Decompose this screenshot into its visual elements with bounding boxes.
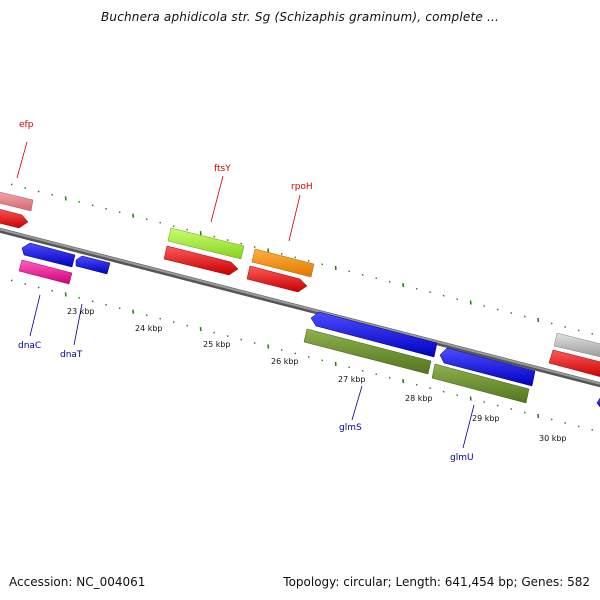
tick-label-29kbp: 29 kbp [472,414,500,423]
tick-label-26kbp: 26 kbp [271,357,299,366]
ftsY-leader [210,175,224,223]
tick-label-30kbp: 30 kbp [539,434,567,443]
gene-glmS[interactable] [303,328,432,375]
glmS-leader [351,385,363,421]
map-title: Buchnera aphidicola str. Sg (Schizaphis … [100,10,500,24]
gene-red-right[interactable] [548,349,600,378]
gene-label-dnaT[interactable]: dnaT [60,350,83,360]
dnaC-leader [29,294,41,337]
gene-glmU[interactable] [431,363,530,404]
genome-backbone-highlight [0,228,600,385]
gene-efp-pink[interactable] [0,191,34,212]
gene-label-ftsY[interactable]: ftsY [214,164,231,174]
gene-dnaT[interactable] [75,255,111,275]
efp-leader [16,141,28,179]
tick-label-25kbp: 25 kbp [203,340,231,349]
gene-dnaC[interactable] [21,242,76,268]
gene-gray-right[interactable] [553,332,600,358]
inner-tick-ring [10,279,594,431]
gene-label-glmS[interactable]: glmS [339,423,362,433]
outer-tick-ring [10,183,594,335]
gene-dnaC-magenta[interactable] [18,259,73,285]
rpoH-leader [288,194,301,242]
glmU-leader [462,404,475,449]
gene-glmS-blue[interactable] [310,311,438,358]
gene-blue-right-edge[interactable] [596,397,600,408]
gene-efp[interactable] [0,208,29,229]
tick-label-23kbp: 23 kbp [67,307,95,316]
accession-text: Accession: NC_004061 [9,575,146,589]
topology-summary: Topology: circular; Length: 641,454 bp; … [283,575,590,589]
tick-label-24kbp: 24 kbp [135,324,163,333]
gene-rpoH-orange[interactable] [251,248,315,278]
tick-label-28kbp: 28 kbp [405,394,433,403]
gene-label-rpoH[interactable]: rpoH [291,182,313,192]
gene-label-dnaC[interactable]: dnaC [18,341,41,351]
gene-rpoH[interactable] [246,265,308,293]
tick-label-27kbp: 27 kbp [338,375,366,384]
gene-ftsY-lime[interactable] [167,227,245,260]
dnaT-leader [73,303,83,346]
gene-label-glmU[interactable]: glmU [450,453,474,463]
gene-label-efp[interactable]: efp [19,120,34,130]
gene-ftsY[interactable] [163,245,239,276]
gene-glmU-blue[interactable] [439,347,536,387]
